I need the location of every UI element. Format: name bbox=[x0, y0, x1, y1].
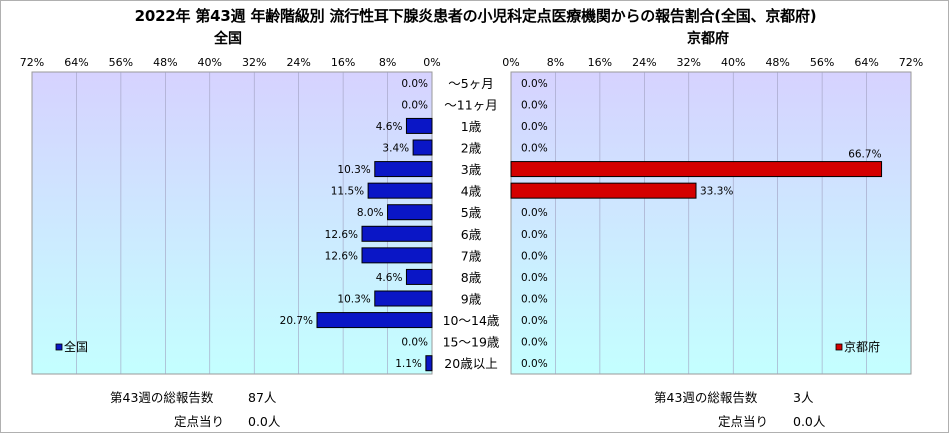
national-bar bbox=[361, 247, 433, 264]
kyoto-x-tick-label: 16% bbox=[588, 56, 612, 69]
national-x-tick-label: 0% bbox=[423, 56, 440, 69]
kyoto-data-label: 0.0% bbox=[521, 294, 548, 306]
national-bar bbox=[316, 312, 433, 329]
category-label: 8歳 bbox=[461, 270, 482, 285]
national-data-label: 4.6% bbox=[376, 272, 403, 284]
chart-canvas: 72% 64% 56% 48% 40% 32% 24% 16% 8% 0%0.0%0.0%4.6%… bbox=[20, 56, 923, 375]
national-x-tick-label: 64% bbox=[64, 56, 88, 69]
kyoto-x-tick-label: 24% bbox=[632, 56, 656, 69]
category-label: 2歳 bbox=[461, 141, 482, 156]
kyoto-x-tick-label: 8% bbox=[547, 56, 564, 69]
category-label: 3歳 bbox=[461, 162, 482, 177]
kyoto-bar bbox=[510, 161, 883, 178]
kyoto-per-site-label: 定点当り bbox=[718, 414, 769, 429]
kyoto-x-tick-label: 48% bbox=[765, 56, 789, 69]
kyoto-plot-area bbox=[510, 71, 912, 375]
national-total-value: 87人 bbox=[248, 390, 277, 405]
kyoto-data-label: 33.3% bbox=[700, 186, 733, 198]
national-plot-area bbox=[31, 71, 433, 375]
national-data-label: 11.5% bbox=[331, 186, 364, 198]
national-bar bbox=[367, 182, 433, 199]
category-label: ～11ヶ月 bbox=[444, 97, 497, 112]
national-data-label: 1.1% bbox=[395, 358, 422, 370]
category-label: 10～14歳 bbox=[443, 313, 500, 328]
kyoto-total-value: 3人 bbox=[793, 390, 814, 405]
kyoto-x-tick-label: 40% bbox=[721, 56, 745, 69]
national-x-tick-label: 40% bbox=[198, 56, 222, 69]
category-label: 20歳以上 bbox=[444, 356, 497, 371]
kyoto-data-label: 0.0% bbox=[521, 143, 548, 155]
national-data-label: 10.3% bbox=[337, 164, 370, 176]
national-per-site-label: 定点当り bbox=[174, 414, 225, 429]
national-legend-label: 全国 bbox=[64, 339, 88, 354]
category-label: 5歳 bbox=[461, 205, 482, 220]
national-x-tick-label: 56% bbox=[109, 56, 133, 69]
national-x-tick-label: 16% bbox=[331, 56, 355, 69]
national-data-label: 10.3% bbox=[337, 294, 370, 306]
kyoto-x-tick-label: 56% bbox=[810, 56, 834, 69]
national-data-label: 12.6% bbox=[325, 250, 358, 262]
national-bar bbox=[405, 117, 433, 134]
national-x-tick-label: 72% bbox=[20, 56, 44, 69]
kyoto-data-label: 0.0% bbox=[521, 207, 548, 219]
kyoto-bar bbox=[510, 182, 697, 199]
kyoto-x-tick-label: 32% bbox=[677, 56, 701, 69]
kyoto-data-label: 0.0% bbox=[521, 358, 548, 370]
kyoto-data-label: 0.0% bbox=[521, 99, 548, 111]
kyoto-x-tick-label: 72% bbox=[899, 56, 923, 69]
national-x-tick-label: 8% bbox=[379, 56, 396, 69]
kyoto-total-label: 第43週の総報告数 bbox=[654, 390, 758, 405]
national-bar bbox=[387, 204, 433, 221]
kyoto-data-label: 0.0% bbox=[521, 337, 548, 349]
chart-title: 2022年 第43週 年齢階級別 流行性耳下腺炎患者の小児科定点医療機関からの報… bbox=[134, 7, 817, 25]
national-total-label: 第43週の総報告数 bbox=[110, 390, 214, 405]
national-data-label: 12.6% bbox=[325, 229, 358, 241]
national-bar bbox=[361, 225, 433, 242]
kyoto-data-label: 0.0% bbox=[521, 229, 548, 241]
national-bar bbox=[405, 268, 433, 285]
national-data-label: 20.7% bbox=[280, 315, 313, 327]
national-data-label: 0.0% bbox=[401, 337, 428, 349]
national-x-tick-label: 24% bbox=[286, 56, 310, 69]
kyoto-subtitle: 京都府 bbox=[687, 31, 729, 47]
kyoto-legend-swatch bbox=[835, 343, 843, 351]
category-label: 6歳 bbox=[461, 227, 482, 242]
kyoto-x-tick-label: 0% bbox=[502, 56, 519, 69]
national-data-label: 8.0% bbox=[357, 207, 384, 219]
kyoto-data-label: 0.0% bbox=[521, 315, 548, 327]
category-label: 9歳 bbox=[461, 292, 482, 307]
kyoto-per-site-value: 0.0人 bbox=[793, 414, 826, 429]
national-bar bbox=[374, 161, 433, 178]
national-legend-swatch bbox=[55, 343, 63, 351]
national-data-label: 3.4% bbox=[382, 143, 409, 155]
category-label: 1歳 bbox=[461, 119, 482, 134]
kyoto-data-label: 0.0% bbox=[521, 78, 548, 90]
national-subtitle: 全国 bbox=[214, 31, 242, 47]
kyoto-data-label: 0.0% bbox=[521, 272, 548, 284]
national-x-tick-label: 48% bbox=[153, 56, 177, 69]
national-bar bbox=[425, 355, 433, 372]
national-bar bbox=[374, 290, 433, 307]
national-x-tick-label: 32% bbox=[242, 56, 266, 69]
national-per-site-value: 0.0人 bbox=[248, 414, 281, 429]
category-label: ～5ヶ月 bbox=[448, 76, 493, 91]
category-label: 4歳 bbox=[461, 184, 482, 199]
category-label: 15～19歳 bbox=[443, 335, 500, 350]
category-label: 7歳 bbox=[461, 248, 482, 263]
national-data-label: 0.0% bbox=[401, 78, 428, 90]
kyoto-legend-label: 京都府 bbox=[844, 339, 880, 354]
kyoto-data-label: 0.0% bbox=[521, 121, 548, 133]
national-bar bbox=[412, 139, 433, 156]
kyoto-x-tick-label: 64% bbox=[854, 56, 878, 69]
national-data-label: 4.6% bbox=[376, 121, 403, 133]
kyoto-data-label: 66.7% bbox=[848, 149, 881, 161]
kyoto-data-label: 0.0% bbox=[521, 250, 548, 262]
national-data-label: 0.0% bbox=[401, 99, 428, 111]
